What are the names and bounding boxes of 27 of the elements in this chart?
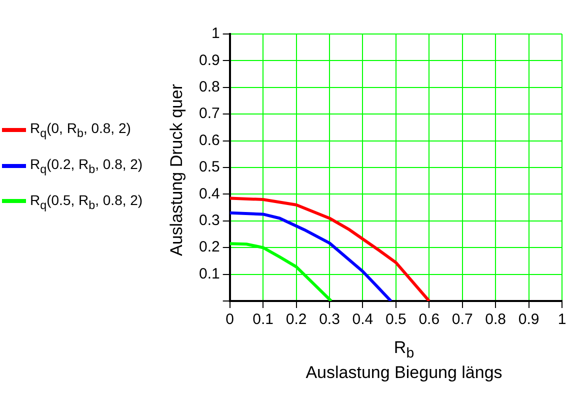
- legend-label: R$_{q}$(0.2, R$_{b}$, 0.8, 2): [30, 156, 143, 176]
- legend-label: R$_{q}$(0, R$_{b}$, 0.8, 2): [30, 120, 131, 140]
- x-tick-label: 0.5: [385, 311, 406, 328]
- y-tick-label: 0.1: [198, 265, 220, 282]
- x-tick-label: 0.7: [452, 311, 473, 328]
- y-tick-label: 0.4: [198, 185, 220, 202]
- y-tick-label: 0.3: [198, 212, 220, 230]
- y-tick-label: 1: [212, 25, 220, 42]
- x-axis-title: R$_{b}$: [392, 338, 416, 362]
- y-tick-label: 0.9: [198, 52, 220, 69]
- x-tick-label: 0.6: [418, 311, 440, 328]
- x-tick-label: 1: [558, 311, 566, 328]
- x-tick-label: 0.9: [518, 311, 540, 328]
- x-tick-label: 0.2: [286, 311, 307, 328]
- y-tick-label: 0.8: [198, 78, 220, 96]
- text: Auslastung Biegung längs: [304, 363, 504, 383]
- x-tick-label: 0.4: [352, 311, 374, 328]
- y-tick-label: 0.5: [198, 158, 220, 176]
- x-tick-label: 0.1: [252, 311, 274, 328]
- x-tick-label: 0.8: [485, 311, 506, 328]
- legend-label: R$_{q}$(0.5, R$_{b}$, 0.8, 2): [30, 192, 143, 212]
- y-tick-label: 0.2: [198, 238, 220, 256]
- y-tick-label: 0.7: [198, 105, 220, 122]
- y-tick-label: 0.6: [198, 132, 220, 149]
- x-tick-label: 0.3: [319, 311, 340, 328]
- y-axis-title: Auslastung Druck quer: [167, 84, 187, 256]
- x-tick-label: 0: [226, 311, 234, 328]
